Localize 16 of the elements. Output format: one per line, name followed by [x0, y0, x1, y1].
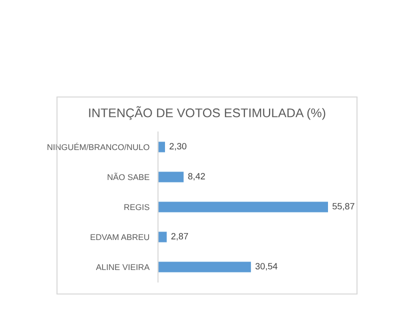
chart-title: INTENÇÃO DE VOTOS ESTIMULADA (%)	[89, 106, 326, 120]
bar	[158, 172, 184, 182]
data-label: 2,87	[171, 233, 188, 240]
y-tick-label: EDVAM ABREU	[90, 234, 150, 240]
bar	[158, 262, 251, 272]
y-tick-label: NÃO SABE	[108, 172, 150, 180]
data-label: 2,30	[170, 143, 186, 150]
data-label: 55,87	[332, 203, 354, 210]
bar	[158, 142, 165, 152]
data-label: 8,42	[188, 173, 205, 180]
y-tick-label: ALINE VIEIRA	[96, 264, 150, 270]
y-tick-label: REGIS	[124, 204, 150, 210]
y-tick-label: NINGUÉM/BRANCO/NULO	[48, 142, 150, 150]
bar	[158, 202, 328, 212]
bar	[158, 232, 167, 242]
data-label: 30,54	[255, 263, 278, 270]
